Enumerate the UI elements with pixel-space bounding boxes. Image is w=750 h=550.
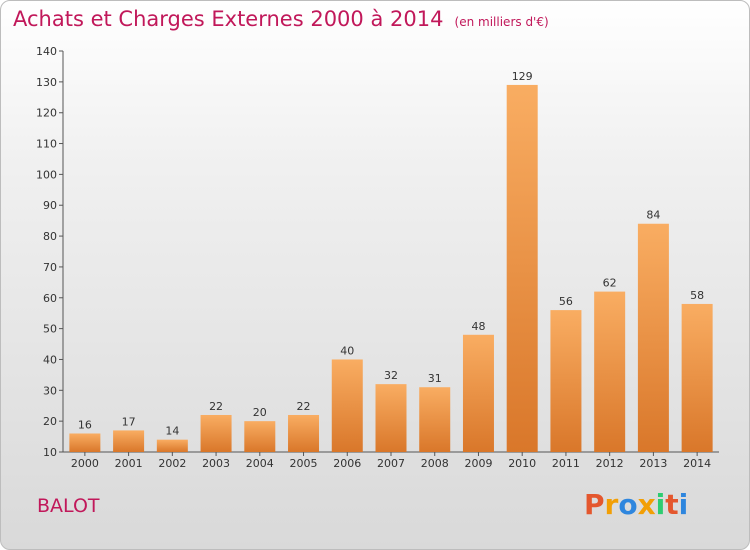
data-label: 22 <box>209 400 223 413</box>
chart-bars <box>69 84 713 452</box>
data-label: 16 <box>78 418 92 431</box>
x-tick-label: 2008 <box>421 457 449 470</box>
x-tick-label: 2010 <box>508 457 536 470</box>
bar <box>506 84 538 452</box>
data-label: 14 <box>165 425 179 438</box>
bar <box>681 303 713 452</box>
chart-subtitle: (en milliers d'€) <box>454 15 549 29</box>
x-tick-label: 2004 <box>246 457 274 470</box>
data-label: 20 <box>253 406 267 419</box>
y-tick-label: 30 <box>43 384 57 397</box>
bar <box>113 430 145 452</box>
y-tick-label: 120 <box>36 107 57 120</box>
bar <box>200 414 232 452</box>
x-tick-label: 2001 <box>115 457 143 470</box>
logo-letter: t <box>665 488 679 521</box>
bar <box>419 387 451 452</box>
data-label: 40 <box>340 344 354 357</box>
logo-letter: x <box>637 488 656 521</box>
y-tick-label: 110 <box>36 138 57 151</box>
bar <box>69 433 101 452</box>
x-tick-label: 2014 <box>683 457 711 470</box>
bar <box>637 223 669 452</box>
x-tick-label: 2009 <box>464 457 492 470</box>
y-tick-label: 20 <box>43 415 57 428</box>
y-tick-label: 70 <box>43 261 57 274</box>
proxiti-logo[interactable]: Proxiti <box>584 488 688 521</box>
x-tick-label: 2002 <box>158 457 186 470</box>
data-label: 129 <box>512 70 533 83</box>
y-tick-label: 100 <box>36 168 57 181</box>
chart-title: Achats et Charges Externes 2000 à 2014 <box>13 7 444 31</box>
data-label: 58 <box>690 289 704 302</box>
logo-letter: i <box>678 488 689 521</box>
y-tick-label: 90 <box>43 199 57 212</box>
data-label: 32 <box>384 369 398 382</box>
bar <box>156 439 188 452</box>
y-tick-label: 60 <box>43 292 57 305</box>
chart-value-labels: 16 17 14 22 20 22 40 32 31 48 129 56 62 84 58 <box>78 70 704 438</box>
logo-letter: i <box>655 488 666 521</box>
y-tick-label: 40 <box>43 353 57 366</box>
bar <box>331 359 363 452</box>
data-label: 48 <box>471 320 485 333</box>
chart-title-block: Achats et Charges Externes 2000 à 2014 (… <box>13 7 549 31</box>
logo-letter: P <box>584 488 605 521</box>
x-tick-label: 2003 <box>202 457 230 470</box>
bar <box>550 310 582 452</box>
y-tick-label: 140 <box>36 45 57 58</box>
bar <box>244 421 276 452</box>
bar <box>462 334 494 452</box>
x-tick-label: 2011 <box>552 457 580 470</box>
chart-axes: 10 20 30 40 50 60 70 80 90 100 110 120 130 140 2000 200… <box>36 45 719 470</box>
bar <box>594 291 626 452</box>
x-tick-label: 2013 <box>639 457 667 470</box>
x-tick-label: 2012 <box>596 457 624 470</box>
data-label: 84 <box>646 209 660 222</box>
logo-letter: r <box>604 488 619 521</box>
bar <box>288 414 320 452</box>
x-tick-label: 2000 <box>71 457 99 470</box>
x-tick-label: 2007 <box>377 457 405 470</box>
data-label: 22 <box>297 400 311 413</box>
data-label: 17 <box>122 415 136 428</box>
x-tick-label: 2006 <box>333 457 361 470</box>
commune-name: BALOT <box>37 495 100 517</box>
data-label: 56 <box>559 295 573 308</box>
x-tick-label: 2005 <box>290 457 318 470</box>
data-label: 31 <box>428 372 442 385</box>
y-tick-label: 80 <box>43 230 57 243</box>
y-tick-label: 130 <box>36 76 57 89</box>
bar <box>375 384 407 452</box>
data-label: 62 <box>603 277 617 290</box>
y-tick-label: 10 <box>43 446 57 459</box>
y-tick-label: 50 <box>43 323 57 336</box>
logo-letter: o <box>618 488 638 521</box>
